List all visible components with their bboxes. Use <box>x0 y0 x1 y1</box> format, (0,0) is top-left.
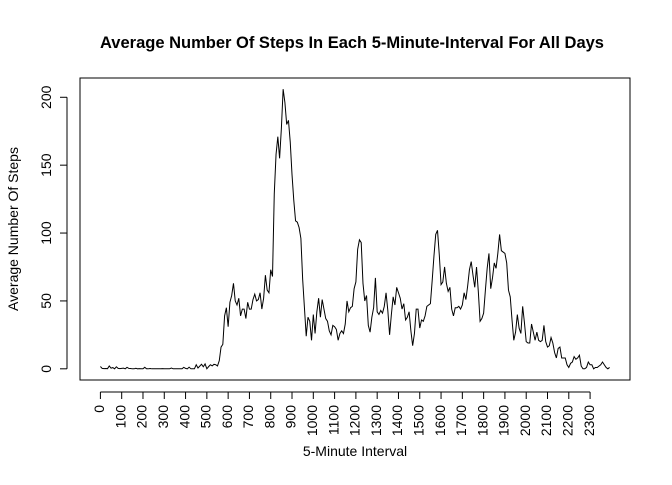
x-tick-label: 1900 <box>496 405 512 436</box>
x-tick-label: 2000 <box>517 405 533 436</box>
x-tick-label: 1700 <box>453 405 469 436</box>
x-tick-label: 1300 <box>368 405 384 436</box>
x-tick-label: 2300 <box>581 405 597 436</box>
x-tick-label: 100 <box>112 405 128 429</box>
x-tick-label: 300 <box>155 405 171 429</box>
x-tick-label: 1100 <box>325 405 341 435</box>
x-tick-label: 2200 <box>559 405 575 436</box>
x-tick-label: 400 <box>176 405 192 429</box>
x-tick-label: 1600 <box>432 405 448 436</box>
y-tick-label: 50 <box>38 293 54 309</box>
series-line <box>100 89 610 370</box>
x-tick-label: 800 <box>261 405 277 429</box>
x-tick-label: 0 <box>91 405 107 413</box>
x-tick-label: 1800 <box>474 405 490 436</box>
x-tick-label: 1500 <box>410 405 426 436</box>
x-tick-label: 200 <box>134 405 150 429</box>
x-tick-label: 600 <box>219 405 235 429</box>
x-axis-title: 5-Minute Interval <box>303 443 407 459</box>
x-tick-label: 700 <box>240 405 256 429</box>
y-tick-label: 150 <box>38 153 54 177</box>
x-tick-label: 500 <box>198 405 214 429</box>
y-tick-label: 100 <box>38 221 54 245</box>
x-tick-label: 1200 <box>347 405 363 436</box>
y-tick-label: 200 <box>38 85 54 109</box>
chart-title: Average Number Of Steps In Each 5-Minute… <box>100 34 604 52</box>
x-tick-label: 1000 <box>304 405 320 436</box>
plot-frame <box>79 77 631 381</box>
x-tick-label: 1400 <box>389 405 405 436</box>
x-tick-label: 2100 <box>538 405 554 436</box>
y-tick-label: 0 <box>38 365 54 373</box>
x-tick-label: 900 <box>283 405 299 429</box>
y-axis-title: Average Number Of Steps <box>5 147 21 311</box>
